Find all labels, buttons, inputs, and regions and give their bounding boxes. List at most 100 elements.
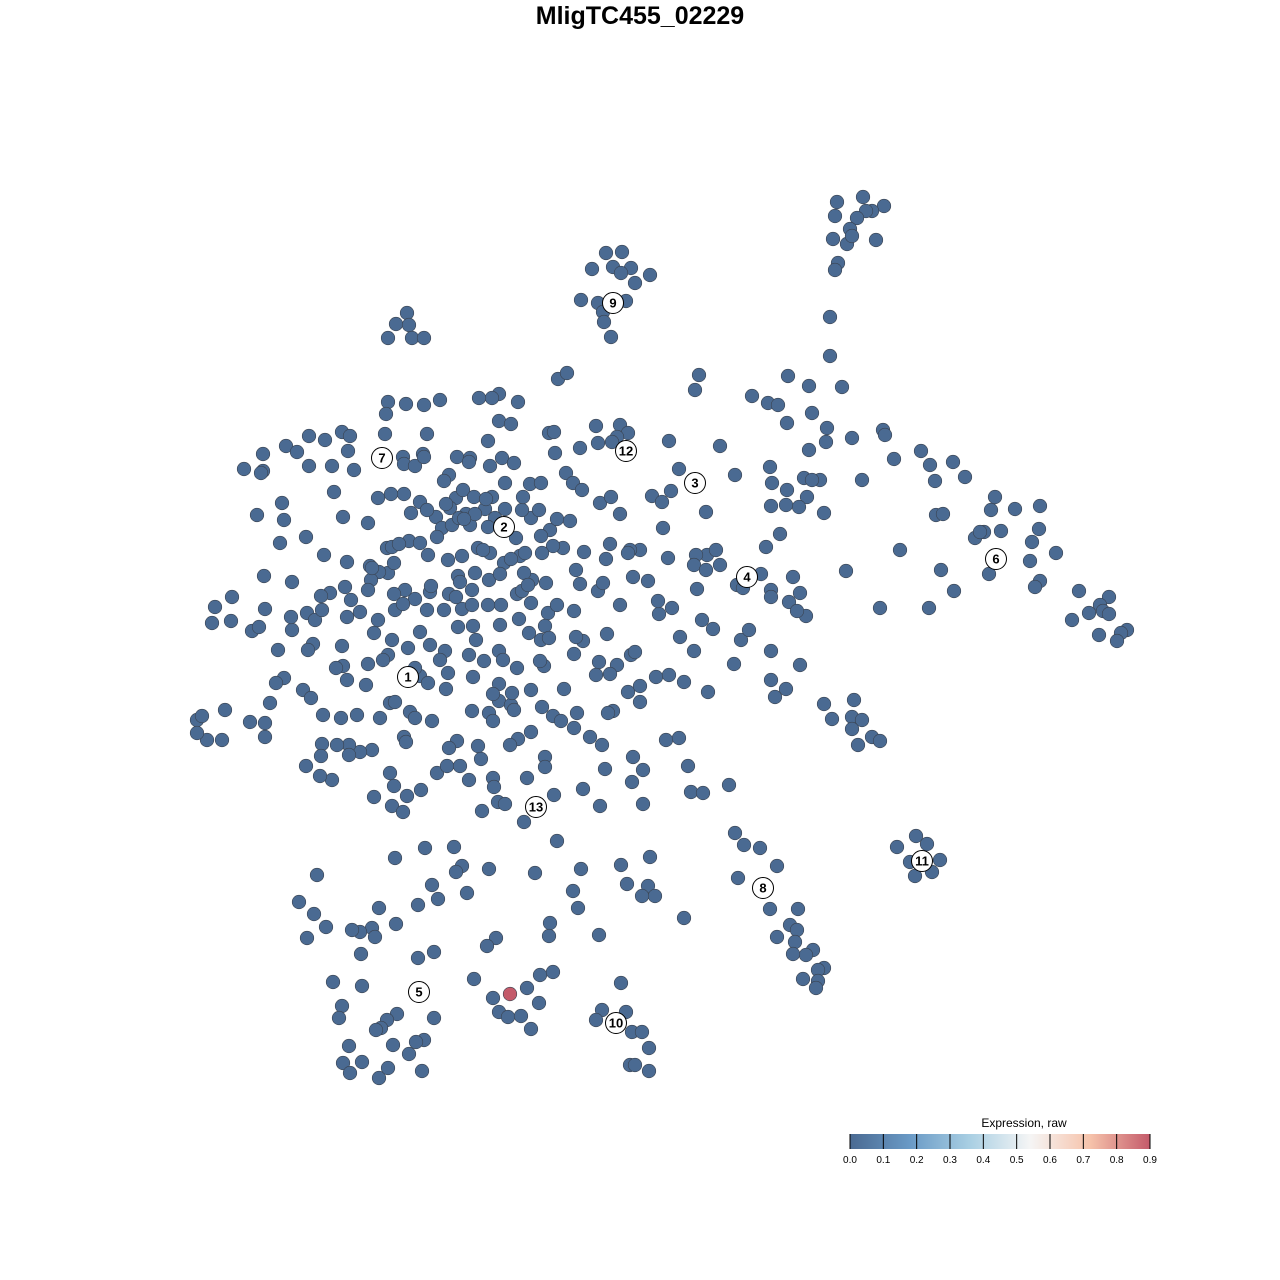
data-point [439, 758, 455, 774]
data-point [315, 707, 331, 723]
data-point [594, 737, 610, 753]
data-point [417, 840, 433, 856]
data-point [789, 922, 805, 938]
data-point [423, 578, 439, 594]
data-point [1101, 589, 1117, 605]
data-point [395, 804, 411, 820]
data-point [698, 504, 714, 520]
data-point [779, 415, 795, 431]
data-point [791, 499, 807, 515]
data-point [664, 600, 680, 616]
data-point [627, 644, 643, 660]
data-point [651, 606, 667, 622]
data-point [387, 694, 403, 710]
data-point [479, 938, 495, 954]
data-point [384, 632, 400, 648]
data-point [339, 672, 355, 688]
data-point [398, 396, 414, 412]
data-point [301, 428, 317, 444]
data-point [534, 545, 550, 561]
data-point [473, 751, 489, 767]
data-point [889, 839, 905, 855]
data-point [780, 368, 796, 384]
cluster-label: 12 [615, 440, 637, 462]
data-point [419, 426, 435, 442]
data-point [520, 577, 536, 593]
data-point [640, 573, 656, 589]
data-point [972, 524, 988, 540]
data-point [224, 589, 240, 605]
data-point [850, 737, 866, 753]
data-point [562, 513, 578, 529]
cluster-label-text: 12 [619, 444, 633, 459]
data-point [574, 482, 590, 498]
data-point [787, 934, 803, 950]
data-point [801, 442, 817, 458]
data-point [592, 495, 608, 511]
data-point [908, 828, 924, 844]
cluster-label-text: 7 [378, 451, 385, 466]
data-point [727, 467, 743, 483]
data-point [313, 748, 329, 764]
data-point [627, 275, 643, 291]
data-point [380, 394, 396, 410]
data-point [785, 946, 801, 962]
cluster-label-badge [684, 472, 706, 494]
data-point [658, 732, 674, 748]
data-point [781, 594, 797, 610]
cluster-label-text: 9 [609, 296, 616, 311]
cluster-label: 10 [605, 1012, 627, 1034]
data-point [395, 596, 411, 612]
data-point [546, 424, 562, 440]
data-point [339, 554, 355, 570]
data-point [364, 560, 380, 576]
data-point [331, 1010, 347, 1026]
data-point [438, 496, 454, 512]
data-point [708, 542, 724, 558]
data-point [398, 734, 414, 750]
data-point [919, 836, 935, 852]
data-point [758, 539, 774, 555]
data-point [401, 1046, 417, 1062]
data-point [375, 652, 391, 668]
data-point [624, 774, 640, 790]
data-point [461, 772, 477, 788]
data-point [301, 458, 317, 474]
cluster-label-badge [615, 440, 637, 462]
data-point [410, 897, 426, 913]
data-point [324, 772, 340, 788]
data-point [284, 574, 300, 590]
data-point [508, 530, 524, 546]
data-point [455, 482, 471, 498]
data-point [204, 615, 220, 631]
data-point [660, 550, 676, 566]
data-point [545, 964, 561, 980]
data-point [603, 329, 619, 345]
data-point [430, 891, 446, 907]
data-point [436, 473, 452, 489]
data-point [590, 435, 606, 451]
cluster-label-badge [752, 877, 774, 899]
cluster-label-text: 4 [743, 570, 751, 585]
data-point [566, 646, 582, 662]
data-point [461, 454, 477, 470]
data-point [822, 348, 838, 364]
data-point [642, 267, 658, 283]
data-point [801, 378, 817, 394]
data-point [1071, 583, 1087, 599]
data-point [242, 714, 258, 730]
data-point [785, 569, 801, 585]
data-point [764, 475, 780, 491]
data-point [503, 416, 519, 432]
data-point [419, 602, 435, 618]
data-point [575, 781, 591, 797]
data-point [335, 509, 351, 525]
data-point [523, 1021, 539, 1037]
data-point [634, 1024, 650, 1040]
data-point [620, 684, 636, 700]
data-point [448, 589, 464, 605]
cluster-label-text: 8 [759, 881, 766, 896]
data-point [416, 449, 432, 465]
cluster-label-badge [371, 447, 393, 469]
